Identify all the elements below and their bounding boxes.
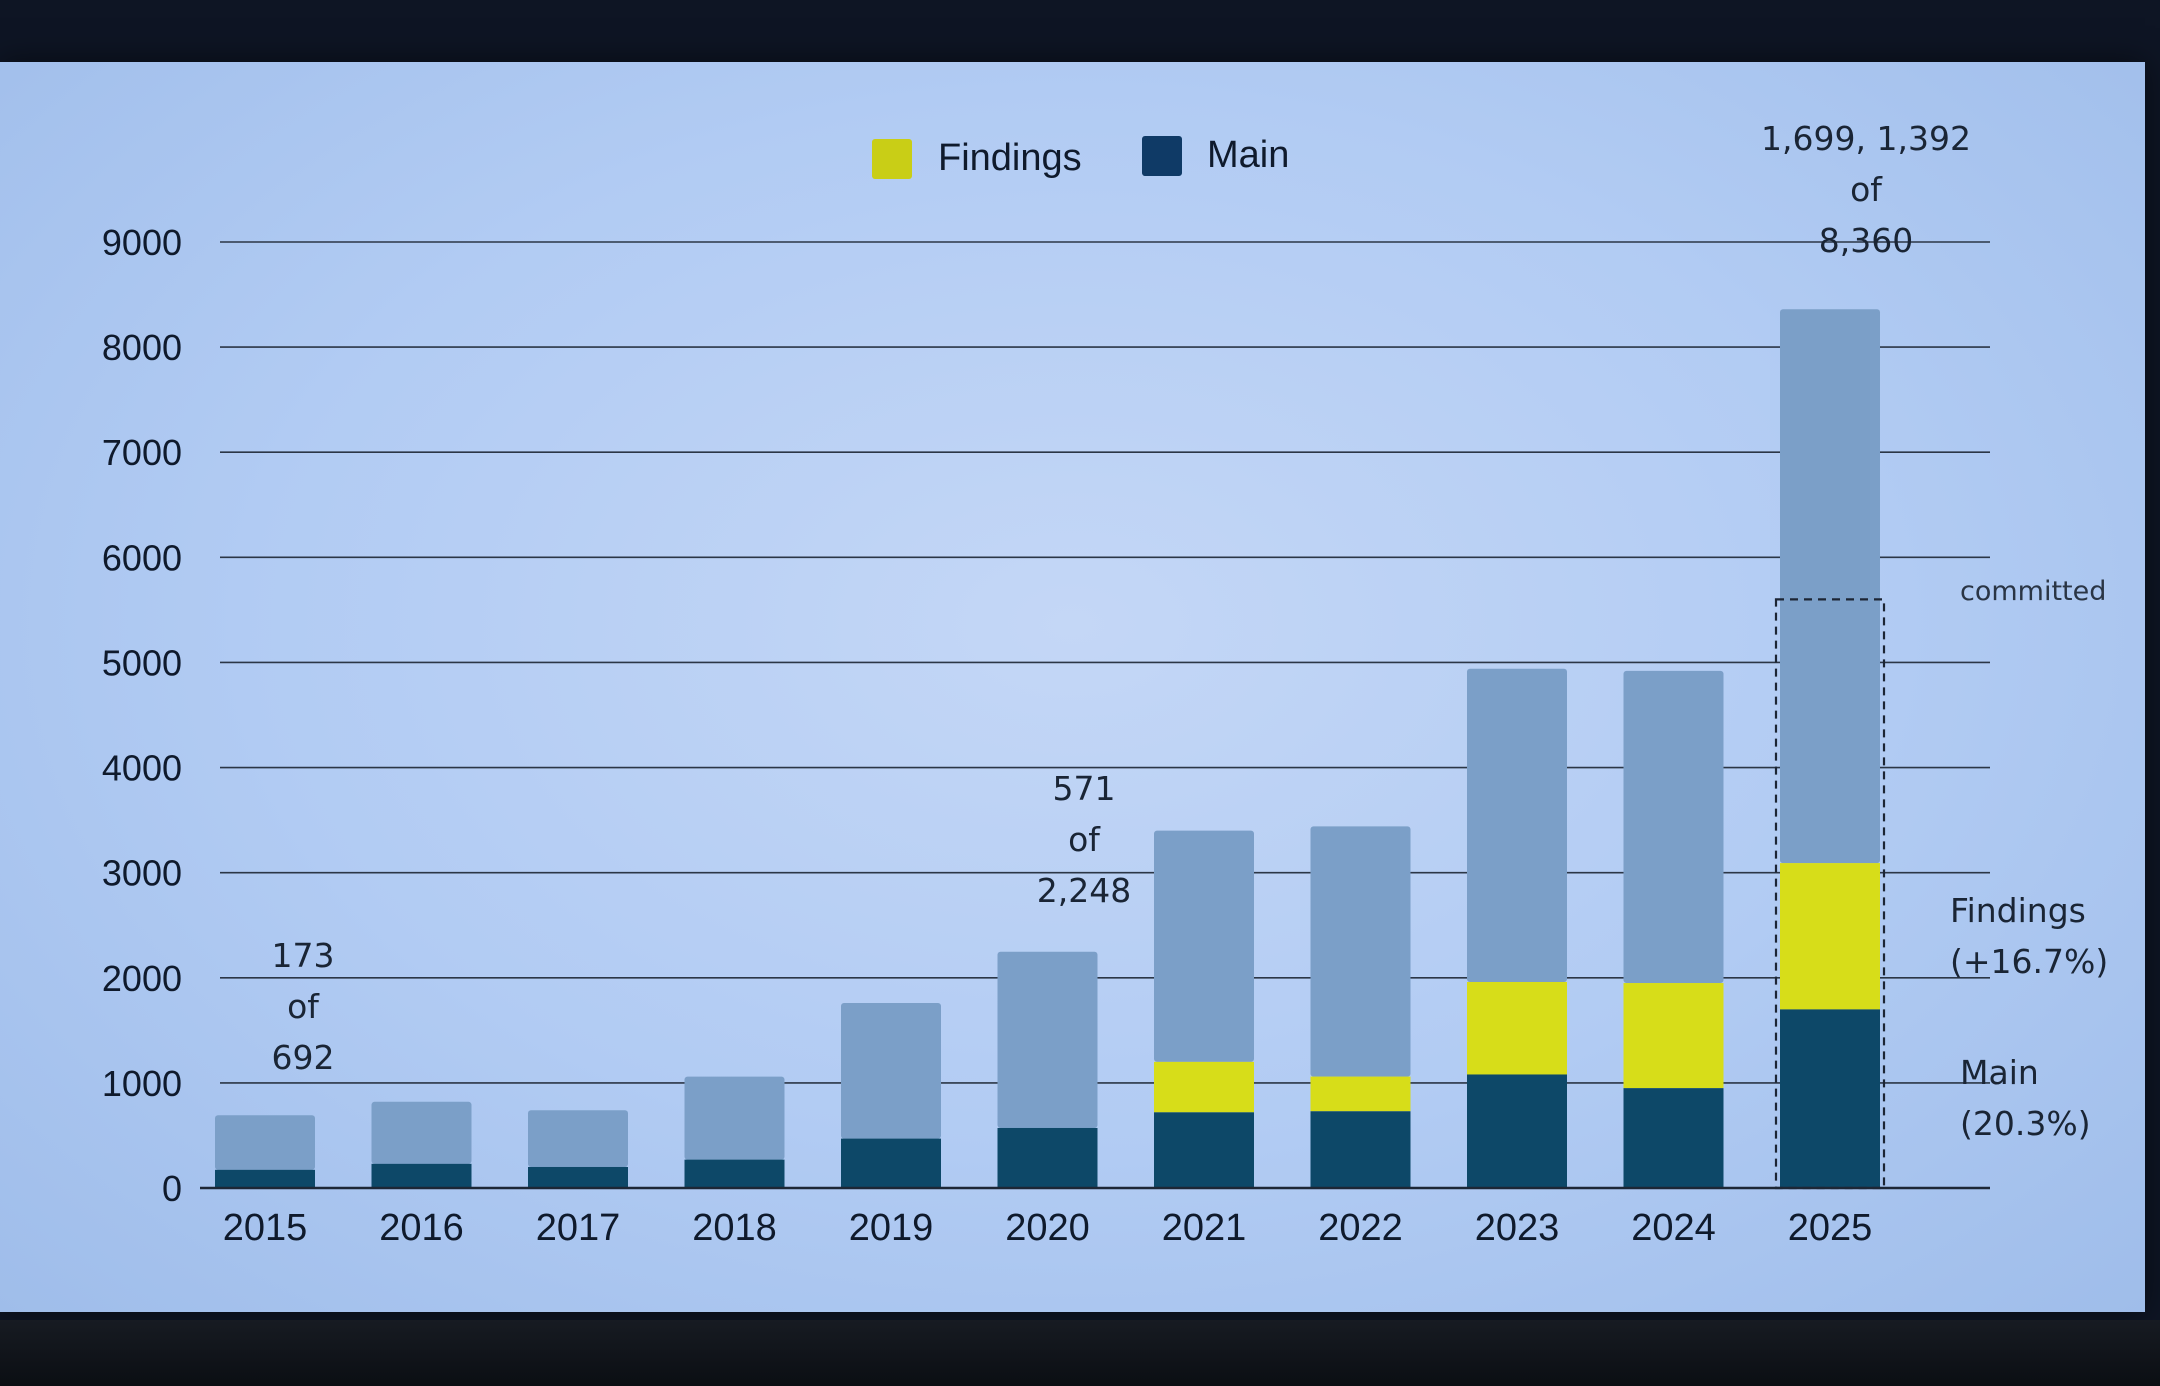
bar-total-2023 xyxy=(1467,668,1567,982)
annotation-2020-line-2: 2,248 xyxy=(1037,871,1131,910)
bar-main-2020 xyxy=(997,1127,1098,1188)
bar-main-2022 xyxy=(1310,1111,1411,1188)
bar-total-2016 xyxy=(371,1101,472,1164)
bar-total-2015 xyxy=(215,1115,315,1170)
bar-total-2025 xyxy=(1780,309,1880,864)
annotation-findings-line-1: (+16.7%) xyxy=(1950,942,2108,981)
bar-total-2018 xyxy=(684,1076,785,1160)
annotation-2025-line-0: 1,699, 1,392 xyxy=(1761,119,1971,158)
legend-label-findings: Findings xyxy=(938,137,1082,179)
bar-main-2015 xyxy=(215,1169,315,1188)
bars xyxy=(215,309,1886,1190)
x-tick-label-2015: 2015 xyxy=(223,1207,308,1249)
annotation-2015-line-1: of xyxy=(287,987,320,1026)
x-tick-label-2018: 2018 xyxy=(692,1207,777,1249)
y-tick-label-2000: 2000 xyxy=(102,958,182,999)
legend: Findings Main xyxy=(872,134,1289,179)
annotation-2020-line-0: 571 xyxy=(1053,769,1116,808)
bar-findings-2024 xyxy=(1623,983,1724,1089)
bar-findings-2023 xyxy=(1467,981,1567,1075)
annotation-main-line-1: (20.3%) xyxy=(1960,1104,2091,1143)
y-tick-label-7000: 7000 xyxy=(102,432,182,473)
y-tick-label-3000: 3000 xyxy=(102,853,182,894)
annotation-2015-line-0: 173 xyxy=(272,936,335,975)
bar-main-2021 xyxy=(1154,1112,1254,1188)
legend-swatch-main xyxy=(1142,136,1182,176)
x-tick-label-2022: 2022 xyxy=(1318,1207,1403,1249)
bar-findings-2021 xyxy=(1154,1061,1254,1113)
annotation-findings-line-0: Findings xyxy=(1950,891,2086,930)
y-tick-label-1000: 1000 xyxy=(102,1063,182,1104)
x-tick-label-2019: 2019 xyxy=(849,1207,934,1249)
annotation-2015-line-2: 692 xyxy=(272,1038,335,1077)
x-tick-label-2025: 2025 xyxy=(1788,1207,1873,1249)
bar-total-2021 xyxy=(1154,830,1254,1062)
bar-findings-2022 xyxy=(1310,1076,1411,1112)
annotation-committed: committed xyxy=(1960,576,2106,607)
annotation-main-line-0: Main xyxy=(1960,1053,2039,1092)
annotation-2025-line-1: of xyxy=(1850,170,1883,209)
x-tick-label-2020: 2020 xyxy=(1005,1207,1090,1249)
bar-main-2024 xyxy=(1623,1088,1724,1188)
bar-total-2022 xyxy=(1310,826,1411,1077)
bar-total-2017 xyxy=(528,1110,628,1167)
legend-label-main: Main xyxy=(1207,134,1289,176)
annotation-2025-line-2: 8,360 xyxy=(1819,221,1913,260)
floor-strip xyxy=(0,1320,2160,1386)
y-tick-label-4000: 4000 xyxy=(102,748,182,789)
x-tick-label-2024: 2024 xyxy=(1631,1207,1716,1249)
bar-main-2025 xyxy=(1780,1009,1880,1188)
y-tick-label-5000: 5000 xyxy=(102,642,182,683)
bar-main-2023 xyxy=(1467,1074,1567,1188)
legend-swatch-findings xyxy=(872,139,912,179)
bar-main-2019 xyxy=(841,1138,941,1188)
bar-total-2020 xyxy=(997,951,1098,1128)
x-tick-label-2023: 2023 xyxy=(1475,1207,1560,1249)
bar-total-2019 xyxy=(841,1003,941,1139)
y-tick-label-0: 0 xyxy=(162,1168,182,1209)
bar-findings-2025 xyxy=(1780,863,1880,1010)
bar-main-2017 xyxy=(528,1166,628,1188)
y-tick-label-8000: 8000 xyxy=(102,327,182,368)
annotations: 173 of 692 571 of 2,248 1,699, 1,392 of 8,360 com… xyxy=(272,119,2109,1143)
bar-main-2018 xyxy=(684,1159,785,1188)
gridlines xyxy=(220,241,1990,1084)
x-tick-label-2016: 2016 xyxy=(379,1207,464,1249)
y-tick-label-9000: 9000 xyxy=(102,222,182,263)
x-tick-label-2021: 2021 xyxy=(1162,1207,1247,1249)
committed-outline xyxy=(1774,598,1886,1190)
axes: 0 1000 2000 3000 4000 5000 6000 7000 8000 9000 201… xyxy=(102,222,1990,1249)
bar-main-2016 xyxy=(371,1163,472,1188)
bar-total-2024 xyxy=(1623,670,1724,984)
annotation-2020-line-1: of xyxy=(1068,820,1101,859)
y-tick-label-6000: 6000 xyxy=(102,537,182,578)
x-tick-label-2017: 2017 xyxy=(536,1207,621,1249)
